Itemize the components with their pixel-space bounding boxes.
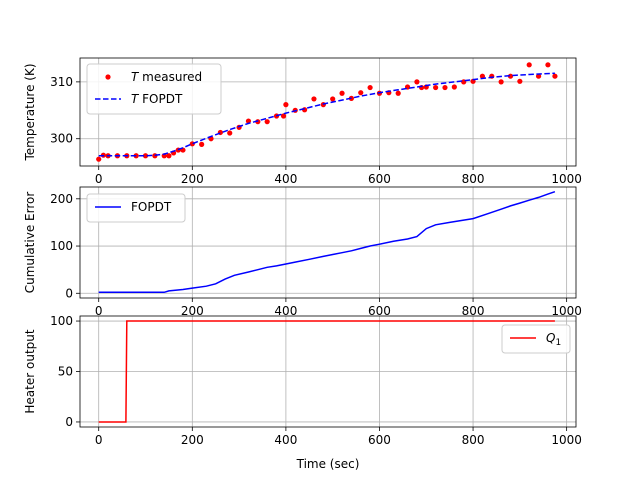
data-point — [367, 84, 373, 91]
data-point — [442, 84, 448, 91]
series-line — [98, 320, 555, 423]
legend-label: T FOPDT — [131, 92, 183, 106]
legend-box — [86, 193, 186, 223]
data-point — [358, 90, 364, 96]
x-tick-label: 0 — [95, 304, 103, 318]
data-point — [264, 119, 270, 125]
data-point — [255, 119, 261, 125]
data-point — [96, 156, 102, 162]
x-tick-label: 600 — [368, 304, 391, 318]
data-point — [199, 141, 205, 147]
x-tick-label: 200 — [181, 433, 204, 447]
y-tick-label: 100 — [50, 314, 73, 328]
legend-label: Q1 — [546, 331, 561, 348]
cumulative-error-panel: 0 200 400 600 800 1000 0 100 200 Cumulative Erro… — [23, 186, 582, 318]
x-tick-label: 800 — [462, 172, 485, 186]
x-tick-label: 0 — [95, 433, 103, 447]
axes-frame — [79, 57, 577, 167]
data-point — [545, 62, 551, 68]
data-point — [507, 73, 514, 79]
data-point — [535, 73, 542, 79]
legend-label: T measured — [131, 70, 202, 84]
legend: T measured T FOPDT — [86, 63, 222, 115]
y-tick-label: 310 — [50, 75, 73, 89]
y-axis-label: Heater output — [23, 329, 37, 413]
legend-box — [501, 324, 571, 354]
x-tick-label: 400 — [274, 304, 297, 318]
x-tick-label: 800 — [462, 304, 485, 318]
plot-area — [96, 62, 558, 162]
legend-marker — [105, 74, 111, 80]
y-tick-label: 100 — [50, 239, 73, 253]
data-point — [451, 84, 457, 90]
plot-area — [98, 190, 556, 294]
data-point — [339, 90, 345, 96]
data-point — [517, 78, 523, 84]
y-tick-label: 300 — [50, 132, 73, 146]
x-tick-label: 1000 — [551, 433, 582, 447]
data-point — [283, 102, 289, 108]
data-point — [330, 96, 336, 102]
data-point — [280, 113, 287, 119]
data-point — [552, 73, 558, 79]
x-tick-label: 400 — [274, 433, 297, 447]
x-tick-label: 200 — [181, 304, 204, 318]
heater-output-panel: 0 200 400 600 800 1000 0 50 100 Heater output Ti… — [23, 314, 582, 471]
data-point — [479, 73, 486, 79]
x-tick-label: 800 — [462, 433, 485, 447]
x-axis-label: Time (sec) — [296, 457, 360, 471]
axes-frame — [79, 186, 577, 299]
plot-area — [98, 320, 555, 423]
data-point — [395, 90, 401, 96]
x-tick-label: 0 — [95, 172, 103, 186]
legend: FOPDT — [86, 193, 186, 223]
y-tick-label: 200 — [50, 192, 73, 206]
data-point — [433, 84, 439, 91]
x-tick-label: 600 — [368, 433, 391, 447]
y-tick-label: 50 — [58, 365, 73, 379]
x-tick-label: 600 — [368, 172, 391, 186]
legend-label: FOPDT — [131, 200, 172, 214]
data-point — [166, 153, 172, 159]
y-tick-label: 0 — [65, 415, 73, 429]
data-point — [311, 96, 317, 102]
legend-box — [86, 63, 222, 115]
x-tick-label: 1000 — [551, 172, 582, 186]
data-point — [526, 62, 532, 68]
data-point — [414, 79, 420, 85]
series-line — [98, 190, 556, 294]
y-axis-label: Cumulative Error — [23, 192, 37, 294]
legend: Q1 — [501, 324, 571, 354]
x-tick-label: 1000 — [551, 304, 582, 318]
x-tick-label: 400 — [274, 172, 297, 186]
y-axis-label: Temperature (K) — [23, 63, 37, 161]
data-point — [142, 153, 149, 159]
data-point — [227, 130, 233, 136]
y-tick-label: 0 — [65, 286, 73, 300]
data-point — [498, 79, 504, 85]
series-line — [98, 72, 555, 157]
x-tick-label: 200 — [181, 172, 204, 186]
